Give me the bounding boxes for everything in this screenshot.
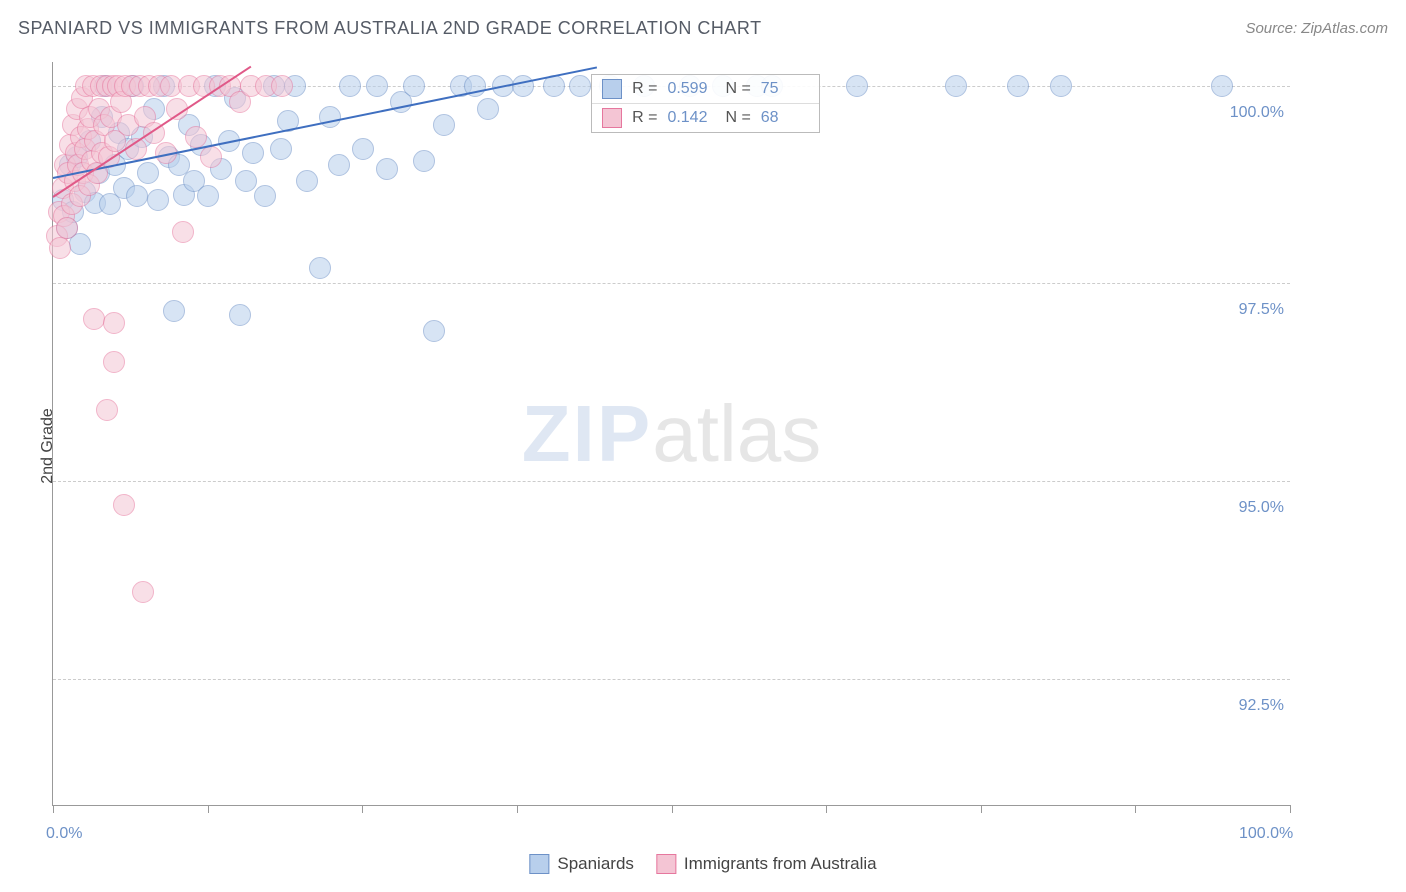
x-tick <box>362 805 363 813</box>
legend-label: Spaniards <box>557 854 634 874</box>
chart-container: SPANIARD VS IMMIGRANTS FROM AUSTRALIA 2N… <box>0 0 1406 892</box>
stat-n-value: 68 <box>761 109 809 127</box>
scatter-point-spaniards <box>1050 75 1072 97</box>
x-tick-label: 0.0% <box>46 825 82 843</box>
legend-item-immigrants: Immigrants from Australia <box>656 854 877 874</box>
scatter-point-spaniards <box>163 300 185 322</box>
stat-n-label: N = <box>725 109 750 127</box>
x-tick-label: 100.0% <box>1239 825 1293 843</box>
legend-swatch-immigrants <box>656 854 676 874</box>
x-tick <box>1290 805 1291 813</box>
stats-row-spaniards: R = 0.599 N = 75 <box>592 75 819 103</box>
legend-swatch-spaniards <box>529 854 549 874</box>
scatter-point-spaniards <box>512 75 534 97</box>
legend-swatch-immigrants <box>602 108 622 128</box>
scatter-point-immigrants <box>56 217 78 239</box>
scatter-point-immigrants <box>132 581 154 603</box>
scatter-point-spaniards <box>945 75 967 97</box>
scatter-point-spaniards <box>270 138 292 160</box>
scatter-point-immigrants <box>200 146 222 168</box>
grid-line <box>53 283 1290 284</box>
scatter-point-spaniards <box>569 75 591 97</box>
x-tick <box>1135 805 1136 813</box>
legend-label: Immigrants from Australia <box>684 854 877 874</box>
scatter-point-immigrants <box>113 494 135 516</box>
legend-item-spaniards: Spaniards <box>529 854 634 874</box>
x-tick <box>826 805 827 813</box>
scatter-point-spaniards <box>376 158 398 180</box>
scatter-point-spaniards <box>1211 75 1233 97</box>
title-bar: SPANIARD VS IMMIGRANTS FROM AUSTRALIA 2N… <box>18 18 1388 39</box>
plot-area: ZIPatlas 92.5% 95.0% 97.5% 100.0% R = 0.599 N … <box>52 62 1290 806</box>
x-tick <box>208 805 209 813</box>
source-attribution: Source: ZipAtlas.com <box>1245 20 1388 37</box>
scatter-point-immigrants <box>83 308 105 330</box>
stat-r-value: 0.142 <box>667 109 715 127</box>
scatter-point-spaniards <box>147 189 169 211</box>
scatter-point-spaniards <box>339 75 361 97</box>
stats-row-immigrants: R = 0.142 N = 68 <box>592 103 819 132</box>
scatter-point-spaniards <box>477 98 499 120</box>
stat-r-label: R = <box>632 109 657 127</box>
scatter-point-spaniards <box>366 75 388 97</box>
scatter-point-spaniards <box>328 154 350 176</box>
scatter-point-spaniards <box>319 106 341 128</box>
scatter-point-spaniards <box>423 320 445 342</box>
scatter-point-spaniards <box>197 185 219 207</box>
scatter-point-spaniards <box>137 162 159 184</box>
scatter-point-spaniards <box>846 75 868 97</box>
scatter-point-spaniards <box>126 185 148 207</box>
scatter-point-spaniards <box>254 185 276 207</box>
stats-box: R = 0.599 N = 75 R = 0.142 N = 68 <box>591 74 820 133</box>
scatter-point-spaniards <box>413 150 435 172</box>
scatter-point-spaniards <box>1007 75 1029 97</box>
y-tick-label: 97.5% <box>1239 301 1284 319</box>
chart-title: SPANIARD VS IMMIGRANTS FROM AUSTRALIA 2N… <box>18 18 762 39</box>
scatter-point-immigrants <box>172 221 194 243</box>
stat-n-value: 75 <box>761 80 809 98</box>
watermark: ZIPatlas <box>522 388 821 480</box>
x-tick <box>981 805 982 813</box>
scatter-point-spaniards <box>229 304 251 326</box>
y-tick-label: 95.0% <box>1239 499 1284 517</box>
stat-r-label: R = <box>632 80 657 98</box>
scatter-point-spaniards <box>433 114 455 136</box>
x-tick <box>517 805 518 813</box>
watermark-left: ZIP <box>522 389 652 478</box>
scatter-point-spaniards <box>352 138 374 160</box>
grid-line <box>53 679 1290 680</box>
stat-r-value: 0.599 <box>667 80 715 98</box>
scatter-point-spaniards <box>309 257 331 279</box>
scatter-point-immigrants <box>103 351 125 373</box>
watermark-right: atlas <box>652 389 821 478</box>
scatter-point-spaniards <box>235 170 257 192</box>
scatter-point-immigrants <box>103 312 125 334</box>
legend: Spaniards Immigrants from Australia <box>529 854 876 874</box>
scatter-point-immigrants <box>49 237 71 259</box>
y-tick-label: 92.5% <box>1239 697 1284 715</box>
scatter-point-spaniards <box>403 75 425 97</box>
scatter-point-immigrants <box>96 399 118 421</box>
scatter-point-spaniards <box>296 170 318 192</box>
scatter-point-spaniards <box>242 142 264 164</box>
x-tick <box>672 805 673 813</box>
grid-line <box>53 481 1290 482</box>
scatter-point-immigrants <box>271 75 293 97</box>
stat-n-label: N = <box>725 80 750 98</box>
x-tick <box>53 805 54 813</box>
scatter-point-immigrants <box>185 126 207 148</box>
y-tick-label: 100.0% <box>1230 104 1284 122</box>
legend-swatch-spaniards <box>602 79 622 99</box>
